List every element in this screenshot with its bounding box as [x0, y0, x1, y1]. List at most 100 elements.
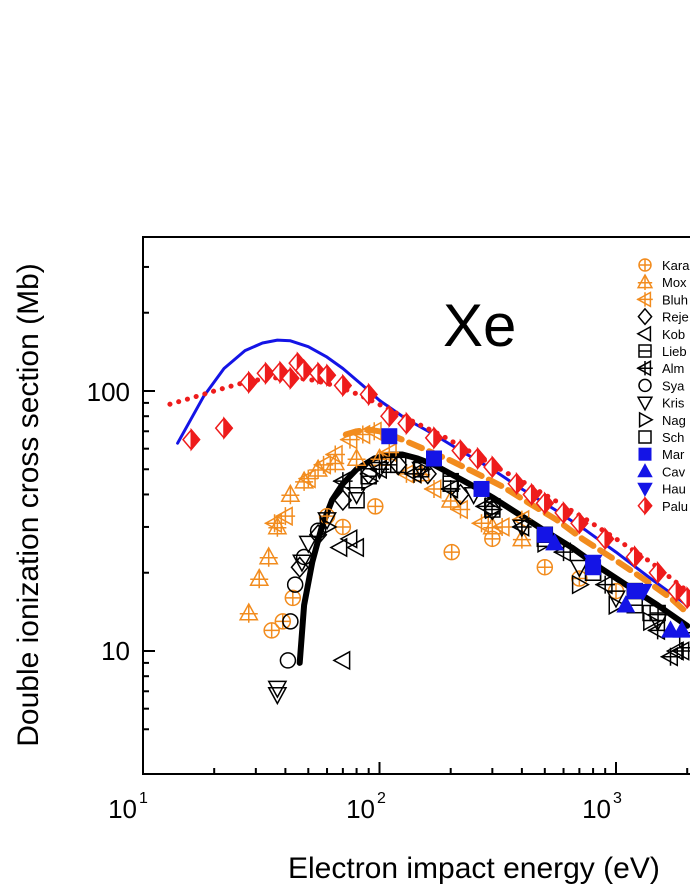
data-point — [381, 456, 398, 474]
data-point — [536, 526, 553, 543]
data-point — [282, 613, 299, 630]
legend-label: Kris — [662, 396, 685, 411]
data-point — [380, 404, 399, 428]
data-point — [507, 471, 526, 496]
data-point — [570, 511, 589, 536]
series-hau — [583, 554, 653, 602]
data-point — [264, 513, 285, 534]
legend-item-alm: Alm — [636, 360, 684, 377]
data-point — [292, 554, 312, 573]
legend-label: Palu — [662, 499, 688, 514]
data-point — [214, 416, 234, 440]
legend-label: Nag — [662, 413, 686, 428]
data-point — [317, 363, 337, 388]
data-point — [346, 486, 367, 506]
legend-item-sch: Sch — [638, 430, 684, 445]
data-point — [616, 595, 636, 613]
legend-marker — [636, 396, 654, 412]
axis-ticks — [142, 265, 689, 774]
data-point — [249, 567, 270, 589]
data-point — [297, 468, 319, 489]
data-point — [361, 471, 380, 492]
legend-item-bluh: Bluh — [636, 291, 688, 308]
data-point — [279, 652, 297, 669]
data-point — [442, 475, 459, 492]
series-mox — [238, 447, 532, 623]
data-point — [334, 518, 352, 536]
legend-marker — [638, 258, 652, 272]
data-point — [359, 382, 378, 407]
series-cav — [545, 533, 690, 638]
data-point — [642, 604, 659, 622]
legend-label: Mar — [662, 447, 685, 462]
data-point — [346, 447, 367, 469]
data-point — [569, 559, 590, 578]
data-point — [317, 512, 337, 531]
data-point — [583, 554, 603, 573]
legend-marker — [638, 447, 652, 461]
series-kob — [329, 528, 684, 671]
y-tick-label-10: 10 — [101, 636, 130, 666]
data-point — [381, 428, 398, 445]
x-tick-exp: 2 — [377, 790, 386, 807]
data-point — [332, 650, 351, 671]
legend-label: Kara — [662, 258, 690, 273]
data-point — [348, 492, 365, 509]
data-point — [339, 429, 360, 450]
x-tick-label-10: 10 1 — [108, 790, 148, 824]
data-point — [280, 483, 301, 505]
x-tick-label-100: 10 2 — [346, 790, 386, 824]
data-point — [672, 620, 690, 638]
data-point — [267, 680, 288, 699]
legend-item-mar: Mar — [638, 447, 685, 462]
data-point — [367, 498, 384, 515]
data-point — [294, 358, 314, 383]
x-axis-title: Electron impact energy (eV) — [288, 852, 660, 885]
x-tick-label-1000: 10 3 — [582, 790, 622, 824]
data-point — [274, 506, 296, 527]
legend-item-kara: Kara — [638, 258, 690, 273]
data-point — [671, 641, 690, 661]
legend-marker — [637, 495, 653, 516]
legend-marker — [636, 291, 653, 308]
data-point — [281, 366, 300, 391]
data-point — [332, 471, 353, 492]
x-tick-base: 10 — [346, 794, 375, 824]
legend-item-kris: Kris — [636, 396, 685, 412]
data-point — [333, 373, 353, 398]
legend-item-kob: Kob — [636, 325, 685, 342]
legend-marker — [638, 378, 652, 393]
legend-marker — [638, 430, 652, 444]
data-point — [661, 620, 680, 638]
series-kris — [267, 461, 668, 706]
data-point — [284, 589, 302, 607]
data-point — [608, 595, 627, 616]
data-point — [312, 454, 334, 475]
x-tick-base: 10 — [108, 794, 137, 824]
data-point — [470, 513, 492, 534]
data-point — [413, 459, 432, 480]
legend-item-palu: Palu — [637, 495, 688, 516]
data-point — [535, 491, 555, 516]
data-point — [369, 461, 390, 480]
data-point — [239, 370, 258, 395]
data-point — [595, 527, 615, 551]
data-point — [388, 453, 408, 476]
data-point — [594, 574, 615, 595]
data-point — [536, 558, 554, 576]
data-point — [643, 611, 662, 632]
data-point — [545, 533, 565, 551]
data-point — [511, 519, 532, 538]
legend-item-cav: Cav — [637, 463, 686, 479]
legend-item-hau: Hau — [637, 482, 686, 497]
panel-label: Xe — [443, 292, 516, 359]
series-palu — [182, 351, 690, 610]
plot-area — [142, 236, 690, 775]
x-tick-exp: 1 — [139, 790, 148, 807]
legend-marker — [636, 360, 653, 377]
data-point — [571, 570, 588, 587]
data-point — [571, 574, 590, 595]
data-point — [451, 438, 470, 463]
data-point — [473, 480, 490, 497]
legend-marker — [636, 273, 654, 290]
